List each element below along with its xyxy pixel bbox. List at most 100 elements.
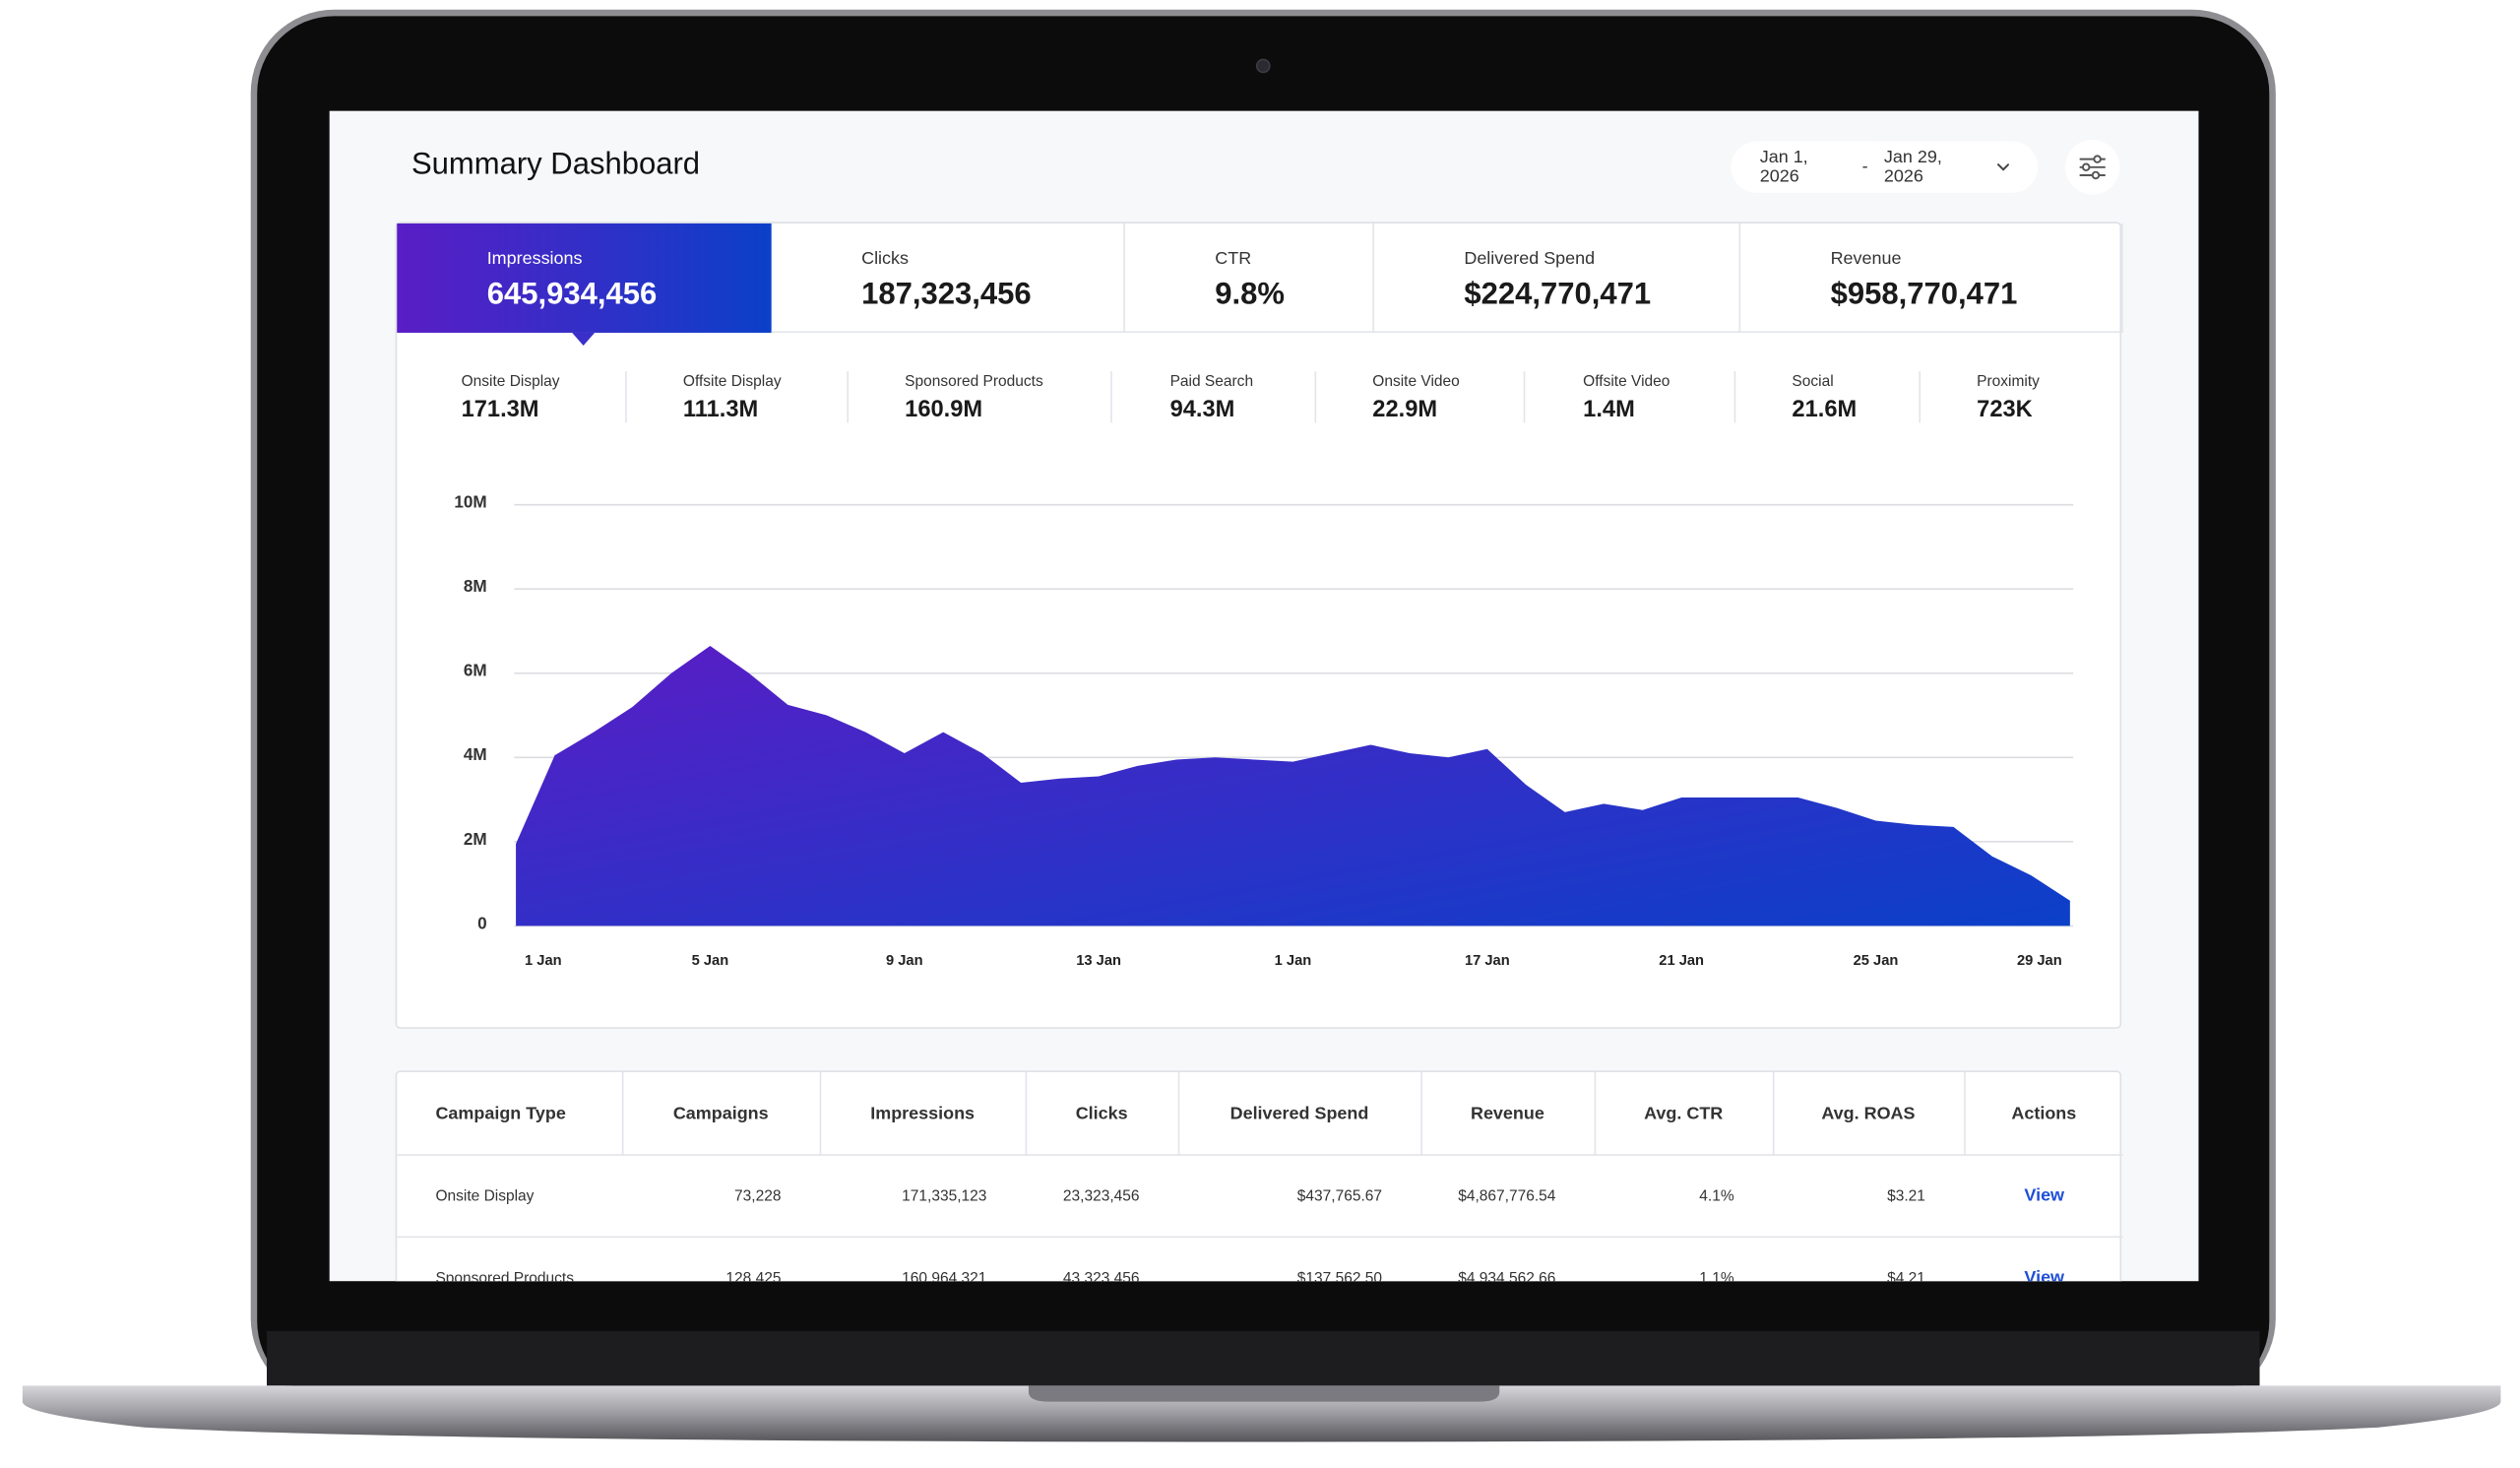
y-tick-label: 8M [464,576,487,596]
table-body: Onsite Display 73,228 171,335,123 23,323,45… [397,1155,2123,1282]
divider [1919,371,1922,423]
channel-value: 94.3M [1169,397,1235,423]
y-tick-label: 2M [464,829,487,849]
page-title: Summary Dashboard [410,148,701,182]
channel-label: Sponsored Products [905,372,1043,391]
x-tick-label: 29 Jan [2017,953,2062,969]
y-tick-label: 4M [464,744,487,764]
chin [267,1330,2260,1386]
x-tick-label: 25 Jan [1854,953,1899,969]
metric-tab[interactable]: Delivered Spend $224,770,471 [1373,223,1741,333]
channel-label: Offsite Display [682,372,782,391]
metric-label: Delivered Spend [1464,249,1596,269]
channel-value: 21.6M [1792,397,1858,423]
table-row: Onsite Display 73,228 171,335,123 23,323,45… [397,1155,2123,1239]
laptop-base [22,1385,2501,1442]
table-head: Campaign Type Campaigns Impressions Clicks D… [397,1071,2123,1156]
table-cell: 43,323,456 [1025,1237,1178,1282]
channel-value: 1.4M [1583,397,1635,423]
column-header: Revenue [1420,1071,1596,1156]
campaign-table: Campaign Type Campaigns Impressions Clicks D… [397,1071,2123,1282]
metric-value: 9.8% [1215,278,1285,312]
channel-label: Proximity [1977,372,2040,391]
divider [1314,371,1317,423]
column-header: Actions [1964,1071,2123,1156]
channel-stat: Sponsored Products 160.9M [905,373,1043,423]
metric-label: Revenue [1830,249,1902,269]
column-header: Campaigns [621,1071,821,1156]
table-cell: 23,323,456 [1025,1155,1178,1239]
table-cell: $4,867,776.54 [1420,1155,1595,1239]
divider [847,371,850,423]
table-cell: 171,335,123 [819,1155,1026,1239]
metric-value: 645,934,456 [486,278,658,312]
area [516,645,2070,926]
metric-label: Clicks [861,249,910,269]
screen: Summary Dashboard Jan 1, 2026 - Jan 29, … [329,110,2199,1282]
y-tick-label: 10M [454,492,486,512]
channel-stat: Onsite Display 171.3M [462,373,560,423]
view-link[interactable]: View [2024,1268,2065,1282]
x-tick-label: 1 Jan [1275,953,1312,969]
date-range[interactable]: Jan 1, 2026 - Jan 29, 2026 [1731,141,2039,193]
column-header: Delivered Spend [1177,1071,1422,1156]
table-cell: $137,562.50 [1177,1237,1421,1282]
divider [1523,371,1526,423]
table-cell: View [1964,1237,2123,1282]
metric-tab[interactable]: Revenue $958,770,471 [1740,223,2123,333]
column-header: Avg. ROAS [1772,1071,1965,1156]
x-tick-label: 9 Jan [886,953,923,969]
channel-label: Paid Search [1169,372,1254,391]
metric-value: 187,323,456 [861,278,1032,312]
y-tick-label: 0 [477,913,487,932]
active-caret [572,332,596,347]
channel-value: 171.3M [461,397,539,423]
metric-tab[interactable]: Clicks 187,323,456 [771,223,1125,333]
channel-stat: Proximity 723K [1977,373,2040,423]
channel-stat: Paid Search 94.3M [1170,373,1254,423]
camera [1255,58,1271,74]
table-cell: $4,934,562.66 [1420,1237,1595,1282]
table-cell: $437,765.67 [1177,1155,1421,1239]
channel-stat: Offsite Display 111.3M [683,373,782,423]
channel-stat: Offsite Video 1.4M [1583,373,1670,423]
date-end: Jan 29, 2026 [1883,148,1942,187]
table-cell: Onsite Display [397,1155,622,1239]
column-header: Impressions [819,1071,1027,1156]
metric-label: CTR [1215,249,1252,269]
channel-value: 723K [1977,397,2033,423]
x-tick-label: 1 Jan [525,953,562,969]
channel-value: 160.9M [905,397,983,423]
lid-notch [1028,1385,1500,1402]
table-row: Sponsored Products 128,425 160,964,321 43,3… [397,1237,2123,1282]
channel-stat: Social 21.6M [1792,373,1857,423]
table-cell: 73,228 [621,1155,820,1239]
channel-value: 22.9M [1372,397,1438,423]
divider [1110,371,1112,423]
table-cell: 1.1% [1594,1237,1773,1282]
divider [625,371,627,423]
filter-button[interactable] [2064,140,2120,195]
campaign-table-card: Campaign Type Campaigns Impressions Clicks D… [395,1070,2123,1282]
date-start: Jan 1, 2026 [1759,148,1808,187]
channel-label: Social [1792,372,1834,391]
column-header: Clicks [1025,1071,1179,1156]
column-header: Campaign Type [397,1071,623,1156]
table-cell: $3.21 [1772,1155,1965,1239]
channel-label: Offsite Video [1583,372,1670,391]
metric-tab[interactable]: Impressions 645,934,456 [397,223,772,333]
divider [1733,371,1736,423]
metric-value: $224,770,471 [1464,278,1652,312]
table-cell: 4.1% [1594,1155,1773,1239]
channel-value: 111.3M [682,397,759,423]
impressions-chart: 0 2M 4M 6M 8M 10M 1 Jan 5 Jan 9 Jan 13 Jan 1 Jan 17… [454,492,2074,969]
channel-label: Onsite Display [461,372,560,391]
channel-stat: Onsite Video 22.9M [1372,373,1460,423]
date-separator: - [1861,157,1868,177]
x-tick-label: 5 Jan [692,953,729,969]
view-link[interactable]: View [2024,1185,2065,1206]
y-tick-label: 6M [464,661,487,680]
metric-tab[interactable]: CTR 9.8% [1124,223,1374,333]
